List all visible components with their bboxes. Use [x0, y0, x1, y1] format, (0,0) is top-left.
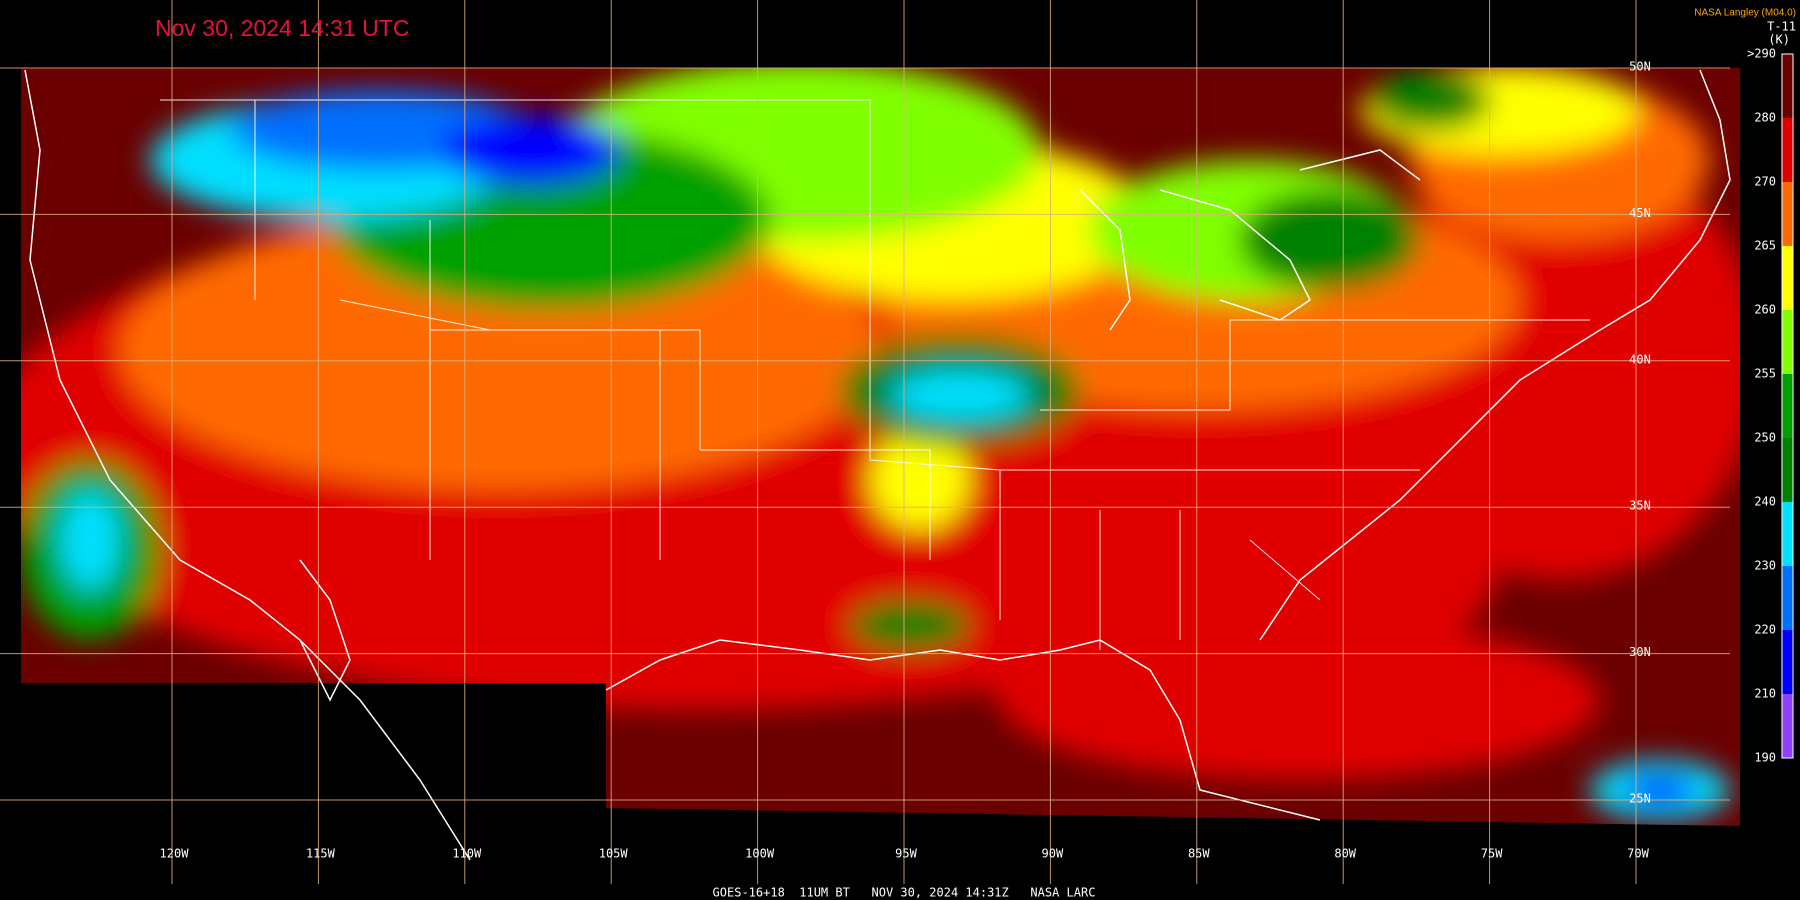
longitude-label: 120W	[160, 847, 190, 861]
latitude-label: 45N	[1629, 206, 1651, 220]
colorbar-frame	[1781, 53, 1794, 759]
colorbar-label: 280	[1754, 111, 1776, 125]
state-borders	[160, 99, 1590, 650]
colorbar-label: 250	[1754, 431, 1776, 445]
longitude-label: 115W	[306, 847, 336, 861]
colorbar-label: 210	[1754, 687, 1776, 701]
graticule	[0, 0, 1730, 884]
longitude-label: 80W	[1334, 847, 1356, 861]
colorbar: >290 280 270 265 260 255 250 240 230 220 210 190	[1747, 47, 1794, 765]
timestamp: Nov 30, 2024 14:31 UTC	[155, 15, 409, 41]
latitude-label: 35N	[1629, 499, 1651, 513]
colorbar-label: 255	[1754, 367, 1776, 381]
colorbar-label: >290	[1747, 47, 1776, 61]
colorbar-segment	[1782, 566, 1793, 630]
latitude-label: 50N	[1629, 60, 1651, 74]
unit: (K)	[1768, 33, 1790, 47]
colorbar-segment	[1782, 246, 1793, 310]
latitude-label: 25N	[1629, 792, 1651, 806]
colorbar-label: 260	[1754, 303, 1776, 317]
colorbar-segment	[1782, 502, 1793, 566]
colorbar-segment	[1782, 374, 1793, 438]
colorbar-segment	[1782, 118, 1793, 182]
colorbar-label: 240	[1754, 495, 1776, 509]
product: T-11	[1767, 20, 1796, 34]
colorbar-segment	[1782, 54, 1793, 118]
colorbar-segment	[1782, 310, 1793, 374]
coastlines	[24, 69, 1731, 861]
longitude-label: 110W	[452, 847, 482, 861]
latitude-label: 30N	[1629, 645, 1651, 659]
colorbar-segment	[1782, 630, 1793, 694]
colorbar-label: 220	[1754, 623, 1776, 637]
longitude-label: 70W	[1627, 847, 1649, 861]
longitude-label: 90W	[1042, 847, 1064, 861]
colorbar-label: 270	[1754, 175, 1776, 189]
longitude-label: 105W	[599, 847, 629, 861]
longitude-label: 100W	[745, 847, 775, 861]
longitude-label: 75W	[1481, 847, 1503, 861]
credit: NASA Langley (M04.0)	[1694, 8, 1796, 19]
colorbar-label: 265	[1754, 239, 1776, 253]
colorbar-segment	[1782, 694, 1793, 758]
colorbar-segment	[1782, 182, 1793, 246]
colorbar-label: 230	[1754, 559, 1776, 573]
latitude-label: 40N	[1629, 352, 1651, 366]
colorbar-segment	[1782, 438, 1793, 502]
footer: GOES-16+18 11UM BT NOV 30, 2024 14:31Z N…	[713, 886, 1096, 900]
longitude-label: 95W	[895, 847, 917, 861]
colorbar-label: 190	[1754, 751, 1776, 765]
longitude-label: 85W	[1188, 847, 1210, 861]
labels: 120W 115W 110W 105W 100W 95W 90W 85W 80W 75W 70W 50…	[160, 60, 1651, 861]
